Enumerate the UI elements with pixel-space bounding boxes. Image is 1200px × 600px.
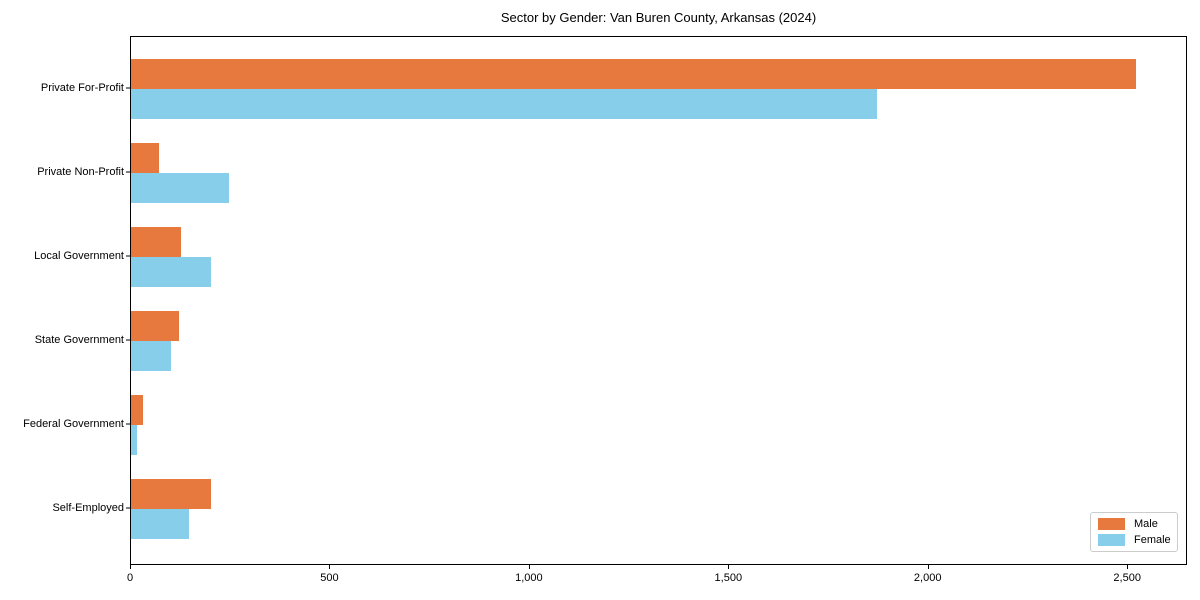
bar-male-self-employed bbox=[131, 479, 211, 509]
bar-male-federal-government bbox=[131, 395, 143, 425]
x-tick-label-1-000: 1,000 bbox=[515, 572, 543, 584]
y-tick-label-private-for-profit: Private For-Profit bbox=[40, 82, 124, 94]
y-tick-mark bbox=[126, 507, 130, 509]
plot-area: Male Female bbox=[130, 36, 1187, 565]
bar-female-local-government bbox=[131, 257, 211, 287]
x-tick-mark bbox=[927, 565, 929, 569]
legend-entry-male: Male bbox=[1098, 518, 1169, 530]
y-tick-mark bbox=[126, 87, 130, 89]
chart-title: Sector by Gender: Van Buren County, Arka… bbox=[500, 10, 817, 25]
legend: Male Female bbox=[1090, 512, 1178, 552]
y-tick-mark bbox=[126, 255, 130, 257]
y-tick-mark bbox=[126, 339, 130, 341]
legend-swatch-male bbox=[1098, 518, 1125, 530]
x-tick-label-2-500: 2,500 bbox=[1113, 572, 1141, 584]
x-tick-label-500: 500 bbox=[320, 572, 339, 584]
bar-female-private-for-profit bbox=[131, 89, 877, 119]
x-tick-mark bbox=[728, 565, 730, 569]
x-tick-mark bbox=[1127, 565, 1129, 569]
legend-label-female: Female bbox=[1134, 534, 1171, 546]
bar-male-state-government bbox=[131, 311, 179, 341]
bar-female-private-non-profit bbox=[131, 173, 229, 203]
legend-label-male: Male bbox=[1134, 518, 1158, 530]
y-tick-mark bbox=[126, 171, 130, 173]
x-tick-label-0: 0 bbox=[126, 572, 134, 584]
y-tick-label-local-government: Local Government bbox=[34, 250, 124, 262]
x-tick-mark bbox=[528, 565, 530, 569]
y-tick-mark bbox=[126, 423, 130, 425]
bar-male-private-non-profit bbox=[131, 143, 159, 173]
y-tick-label-state-government: State Government bbox=[34, 334, 124, 346]
bar-male-private-for-profit bbox=[131, 59, 1137, 89]
legend-entry-female: Female bbox=[1098, 534, 1171, 546]
x-tick-label-1-500: 1,500 bbox=[714, 572, 743, 584]
legend-swatch-female bbox=[1098, 534, 1125, 546]
y-tick-label-federal-government: Federal Government bbox=[23, 418, 124, 430]
y-tick-label-private-non-profit: Private Non-Profit bbox=[37, 166, 124, 178]
bar-female-federal-government bbox=[131, 425, 137, 455]
bar-female-self-employed bbox=[131, 509, 189, 539]
x-tick-label-2-000: 2,000 bbox=[913, 572, 942, 584]
bar-female-state-government bbox=[131, 341, 171, 371]
x-tick-mark bbox=[130, 565, 131, 569]
bar-male-local-government bbox=[131, 227, 181, 257]
y-tick-label-self-employed: Self-Employed bbox=[52, 502, 124, 514]
x-tick-mark bbox=[329, 565, 331, 569]
